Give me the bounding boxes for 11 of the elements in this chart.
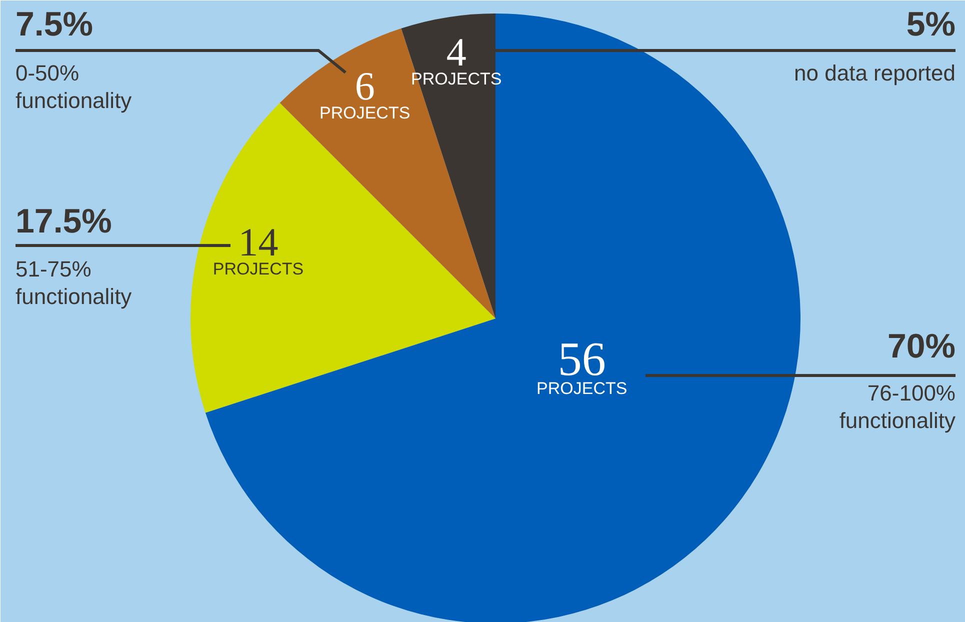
text: 5%	[906, 6, 956, 44]
slice-label: 76-100% functionality	[839, 380, 956, 433]
text: 7.5%	[16, 6, 93, 44]
data-label: 14 PROJECTS	[212, 220, 304, 279]
text: 17.5%	[16, 202, 112, 240]
slice-label: no data reported	[794, 60, 956, 86]
slice-label: 51-75% functionality	[16, 256, 132, 309]
data-label: 6 PROJECTS	[319, 63, 410, 122]
text: 70%	[887, 328, 956, 366]
data-label: 56 PROJECTS	[536, 333, 628, 398]
slice-label: 0-50% functionality	[16, 60, 132, 113]
